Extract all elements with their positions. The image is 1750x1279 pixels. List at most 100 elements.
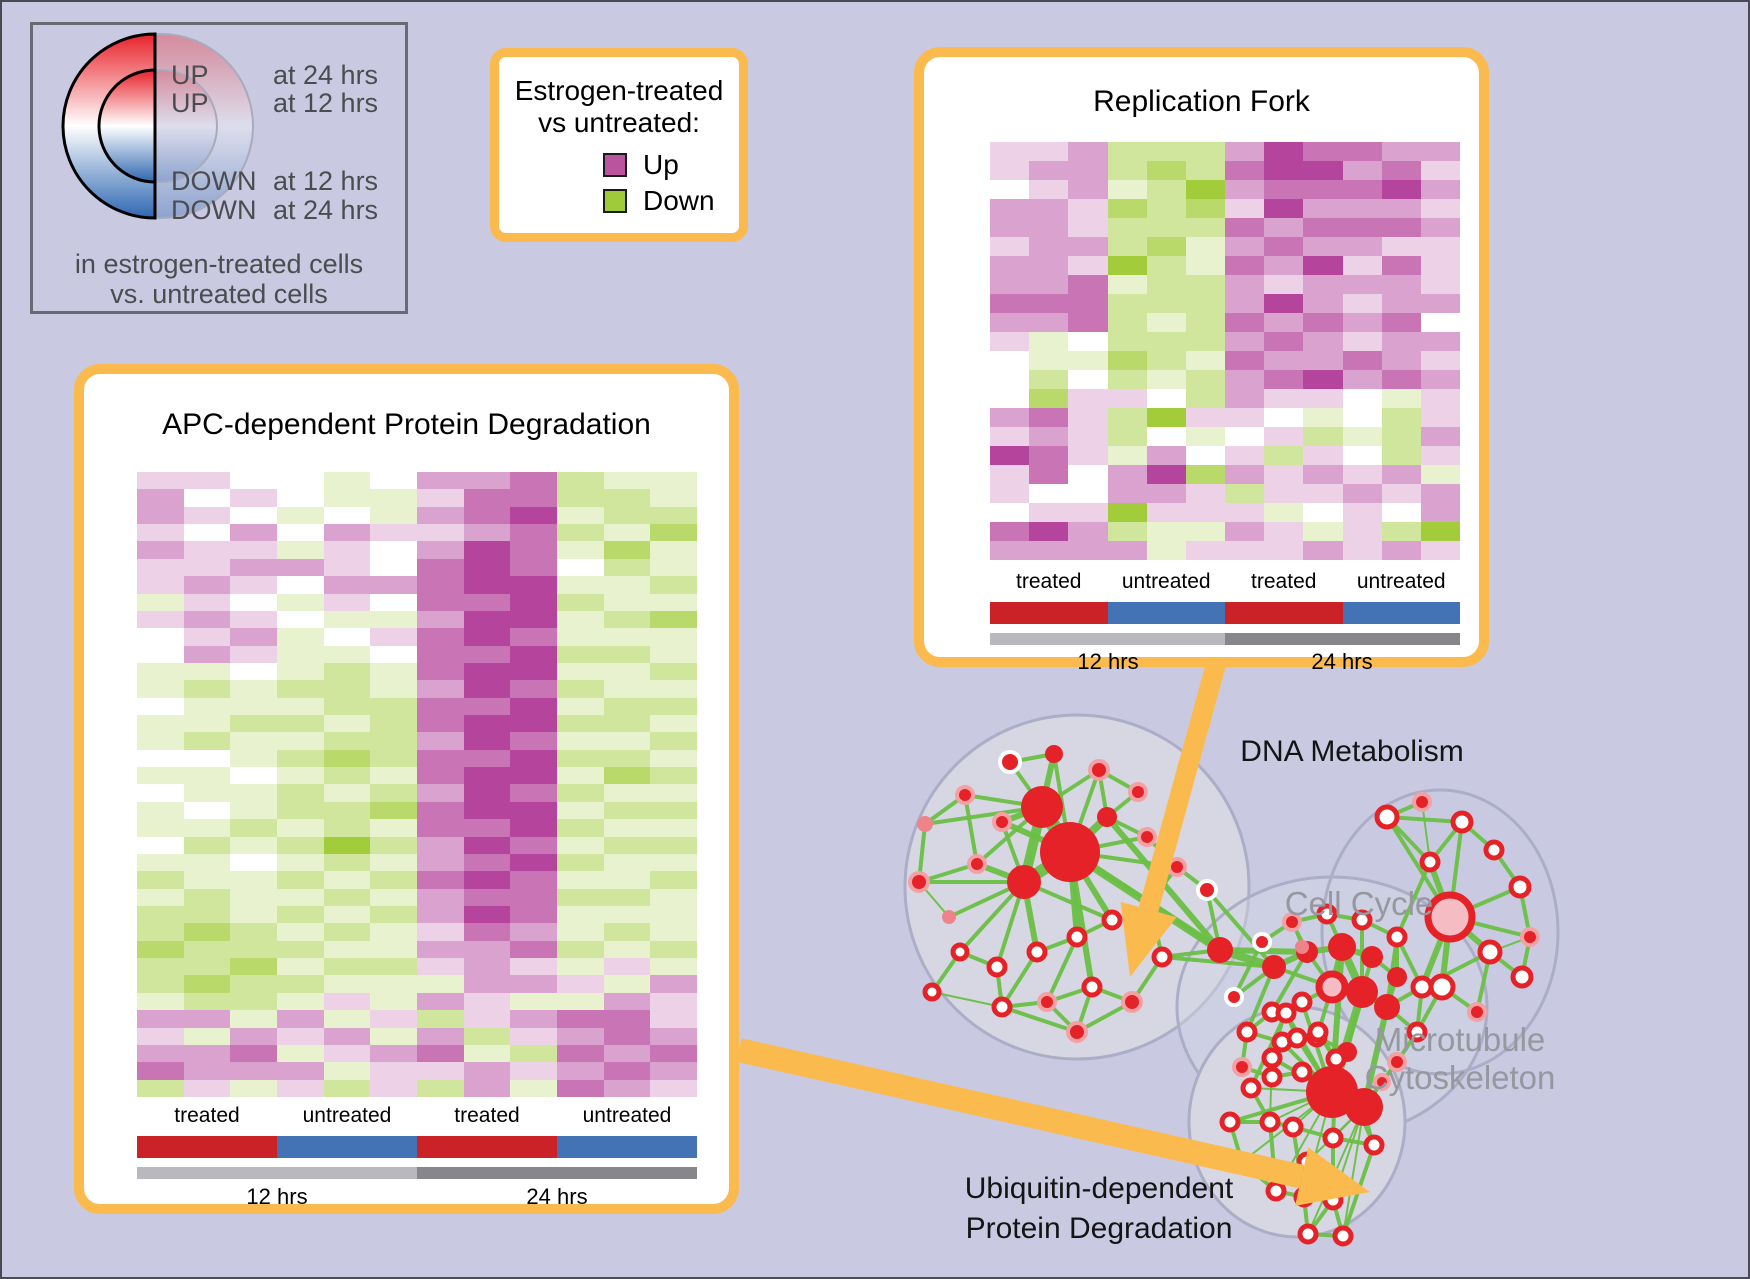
heatmap-cell: [1303, 294, 1343, 313]
heatmap-cell: [1303, 484, 1343, 503]
heatmap-cell: [510, 801, 557, 820]
network-node: [1363, 1134, 1385, 1156]
heatmap-cell: [183, 1010, 231, 1028]
heatmap-cell: [277, 1027, 324, 1045]
network-node: [1387, 1052, 1407, 1072]
heatmap-cell: [650, 767, 697, 785]
heatmap-cell: [417, 1027, 464, 1045]
heatmap-cell: [183, 1044, 231, 1063]
heatmap-cell: [1342, 332, 1382, 351]
heatmap-cell: [323, 940, 371, 959]
network-node: [1328, 933, 1356, 961]
heatmap-cell: [557, 853, 604, 872]
heatmap-cell: [557, 819, 604, 837]
heatmap-cell: [417, 853, 464, 872]
heatmap-cell: [1303, 522, 1343, 541]
heatmap-cell: [1107, 237, 1147, 256]
heatmap-cell: [277, 732, 324, 750]
heatmap-cell: [277, 541, 324, 559]
heatmap-cell: [1264, 161, 1304, 180]
heatmap-cell: [1342, 408, 1382, 427]
heatmap-cell: [463, 680, 511, 698]
heatmap-cell: [1303, 180, 1343, 199]
heatmap-cell: [417, 680, 464, 698]
time-bar-24: [417, 1167, 697, 1179]
time-bar-24: [1225, 633, 1460, 645]
heatmap-cell: [1342, 199, 1382, 218]
heatmap-cell: [230, 923, 277, 941]
updown-legend-title-line1: Estrogen-treated: [514, 75, 724, 106]
heatmap-cell: [230, 680, 277, 698]
heatmap-cell: [990, 313, 1030, 332]
untreated-bar: [557, 1136, 697, 1158]
heatmap-cell: [370, 923, 417, 941]
heatmap-cell: [650, 593, 697, 611]
network-node: [1374, 994, 1400, 1020]
heatmap-cell: [277, 697, 324, 716]
heatmap-cell: [990, 351, 1030, 370]
heatmap-cell: [1342, 503, 1382, 522]
heatmap-cell: [1146, 370, 1186, 389]
heatmap-cell: [990, 427, 1030, 446]
heatmap-cell: [1264, 351, 1304, 370]
heatmap-cell: [1107, 294, 1147, 313]
heatmap-cell: [230, 975, 277, 993]
network-node: [1374, 804, 1400, 830]
heatmap-cell: [990, 332, 1030, 351]
heatmap-cell: [1342, 465, 1382, 484]
heatmap-cell: [603, 819, 651, 837]
heatmap-cell: [1068, 180, 1108, 199]
heatmap-cell: [1264, 313, 1304, 332]
heatmap-cell: [277, 593, 324, 611]
heatmap-cell: [1381, 370, 1421, 389]
heatmap-cell: [1185, 427, 1225, 446]
heatmap-cell: [1420, 313, 1460, 332]
heatmap-cell: [1420, 541, 1460, 560]
heatmap-cell: [1420, 275, 1460, 294]
heatmap-cell: [1146, 237, 1186, 256]
heatmap-cell: [1068, 199, 1108, 218]
heatmap-cell: [183, 871, 231, 889]
heatmap-cell: [557, 905, 604, 924]
network-node: [1259, 1111, 1281, 1133]
heatmap-cell: [230, 593, 277, 611]
heatmap-cell: [1303, 218, 1343, 237]
heatmap-cell: [183, 853, 231, 872]
heatmap-cell: [417, 888, 464, 906]
heatmap-cell: [1107, 180, 1147, 199]
heatmap-cell: [137, 767, 184, 785]
heatmap-cell: [370, 940, 417, 959]
heatmap-cell: [230, 905, 277, 924]
heatmap-cell: [990, 446, 1030, 465]
heatmap-cell: [277, 576, 324, 594]
heatmap-cell: [990, 294, 1030, 313]
heatmap-cell: [1264, 465, 1304, 484]
network-node: [1419, 851, 1441, 873]
heatmap-cell: [1185, 465, 1225, 484]
heatmap-cell: [230, 732, 277, 750]
heatmap-cell: [603, 888, 651, 906]
heatmap-cell: [183, 1027, 231, 1045]
heatmap-cell: [183, 506, 231, 525]
heatmap-cell: [1264, 446, 1304, 465]
heatmap-cell: [230, 784, 277, 802]
heatmap-cell: [323, 489, 371, 507]
heatmap-cell: [1381, 332, 1421, 351]
heatmap-cell: [990, 142, 1030, 161]
heatmap-cell: [1264, 256, 1304, 275]
heatmap-cell: [990, 503, 1030, 522]
heatmap-cell: [463, 784, 511, 802]
heatmap-cell: [510, 905, 557, 924]
heatmap-cell: [510, 767, 557, 785]
heatmap-cell: [137, 506, 184, 525]
heatmap-cell: [1225, 408, 1265, 427]
heatmap-cell: [603, 576, 651, 594]
heatmap-cell: [323, 801, 371, 820]
network-node: [1101, 909, 1123, 931]
heatmap-cell: [1225, 294, 1265, 313]
heatmap-cell: [557, 541, 604, 559]
heatmap-cell: [183, 645, 231, 663]
heatmap-cell: [603, 662, 651, 681]
heatmap-cell: [1029, 180, 1069, 199]
heatmap-cell: [990, 522, 1030, 541]
